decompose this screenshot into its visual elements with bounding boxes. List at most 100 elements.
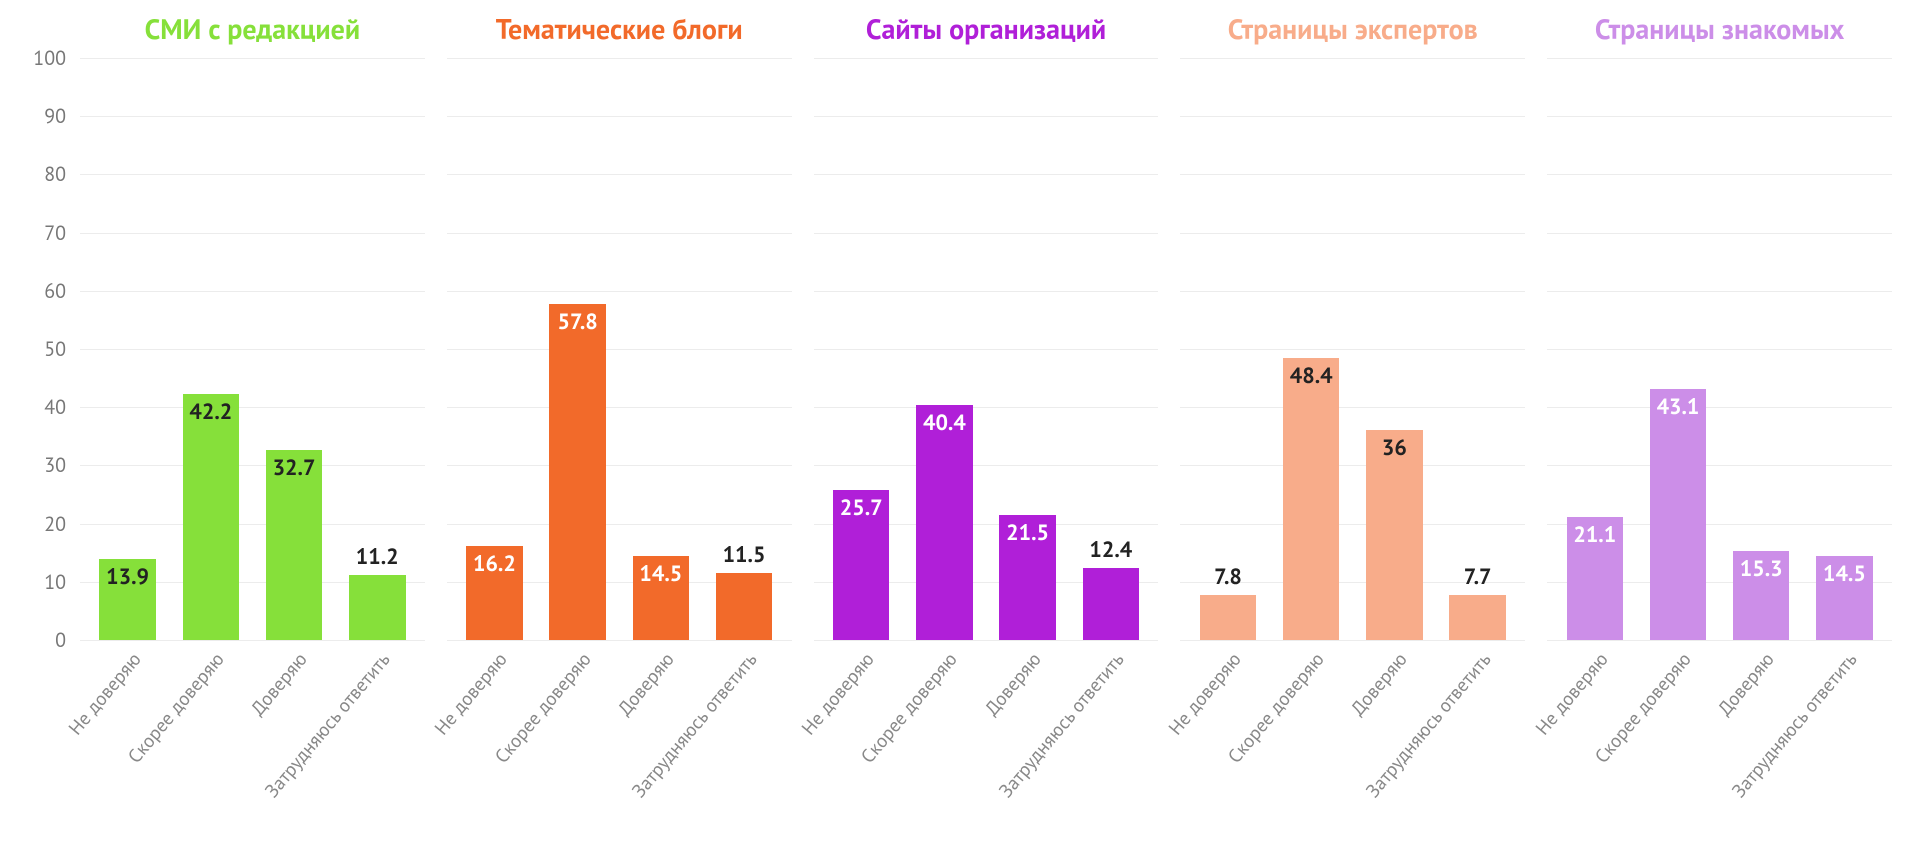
x-label-slot: Скорее доверяю bbox=[1636, 640, 1719, 850]
x-label-slot: Затрудняюсь ответить bbox=[1069, 640, 1152, 850]
y-tick-label: 50 bbox=[6, 336, 66, 362]
bar-value-label: 13.9 bbox=[106, 563, 149, 591]
panel-title: Тематические блоги bbox=[447, 0, 792, 58]
bar-value-label: 42.2 bbox=[189, 398, 232, 426]
bar-value-label: 11.2 bbox=[356, 543, 399, 571]
bar-value-label: 7.8 bbox=[1214, 563, 1242, 591]
x-labels-panel: Не доверяюСкорее доверяюДоверяюЗатрудняю… bbox=[1547, 640, 1892, 850]
chart-panel: Страницы знакомых 21.1 43.1 15.3 14.5 bbox=[1547, 0, 1892, 640]
bar: 11.5 bbox=[716, 573, 773, 640]
bar-slot: 32.7 bbox=[252, 58, 335, 640]
bar-slot: 43.1 bbox=[1636, 58, 1719, 640]
chart-panel: Тематические блоги 16.2 57.8 14.5 11.5 bbox=[447, 0, 792, 640]
bar-value-label: 36 bbox=[1382, 434, 1407, 462]
bar: 14.5 bbox=[633, 556, 690, 640]
bar-slot: 11.5 bbox=[702, 58, 785, 640]
plot: 7.8 48.4 36 7.7 bbox=[1180, 58, 1525, 640]
x-labels-panel: Не доверяюСкорее доверяюДоверяюЗатрудняю… bbox=[814, 640, 1159, 850]
bars-container: 13.9 42.2 32.7 11.2 bbox=[80, 58, 425, 640]
plot-area: 7.8 48.4 36 7.7 bbox=[1180, 58, 1525, 640]
bar-value-label: 11.5 bbox=[723, 541, 766, 569]
bars-container: 7.8 48.4 36 7.7 bbox=[1180, 58, 1525, 640]
chart-panel: Страницы экспертов 7.8 48.4 36 7.7 bbox=[1180, 0, 1525, 640]
chart-panel: Сайты организаций25.740.421.512.4 bbox=[814, 0, 1159, 640]
y-tick-label: 80 bbox=[6, 161, 66, 187]
bar-slot: 14.5 bbox=[619, 58, 702, 640]
x-category-label: Доверяю bbox=[1346, 648, 1412, 721]
y-tick-label: 0 bbox=[6, 627, 66, 653]
bar-value-label: 21.1 bbox=[1573, 521, 1616, 549]
panel-title: Страницы экспертов bbox=[1180, 0, 1525, 58]
y-tick-label: 60 bbox=[6, 278, 66, 304]
bar-slot: 7.8 bbox=[1186, 58, 1269, 640]
bar: 15.3 bbox=[1733, 551, 1790, 640]
x-label-slot: Затрудняюсь ответить bbox=[1436, 640, 1519, 850]
bar: 13.9 bbox=[99, 559, 156, 640]
bar: 57.8 bbox=[549, 304, 606, 640]
bar-slot: 15.3 bbox=[1720, 58, 1803, 640]
x-label-slot: Скорее доверяю bbox=[169, 640, 252, 850]
bar-slot: 16.2 bbox=[453, 58, 536, 640]
bar-slot: 40.4 bbox=[903, 58, 986, 640]
panel-title: Страницы знакомых bbox=[1547, 0, 1892, 58]
bar: 48.4 bbox=[1283, 358, 1340, 640]
y-tick-label: 20 bbox=[6, 511, 66, 537]
bar-slot: 48.4 bbox=[1270, 58, 1353, 640]
bar-value-label: 21.5 bbox=[1006, 519, 1049, 547]
bar-slot: 36 bbox=[1353, 58, 1436, 640]
plot-area: 16.2 57.8 14.5 11.5 bbox=[447, 58, 792, 640]
bar-slot: 13.9 bbox=[86, 58, 169, 640]
chart-panel: СМИ с редакцией 13.9 42.2 32.7 11.2 bbox=[80, 0, 425, 640]
y-tick-label: 30 bbox=[6, 452, 66, 478]
bar-slot: 21.1 bbox=[1553, 58, 1636, 640]
x-labels-panel: Не доверяюСкорее доверяюДоверяюЗатрудняю… bbox=[447, 640, 792, 850]
bar: 32.7 bbox=[266, 450, 323, 640]
panel-title: СМИ с редакцией bbox=[80, 0, 425, 58]
x-category-label: Не доверяю bbox=[430, 648, 513, 740]
bar: 12.4 bbox=[1083, 568, 1140, 640]
x-label-slot: Затрудняюсь ответить bbox=[336, 640, 419, 850]
bar: 11.2 bbox=[349, 575, 406, 640]
bar-value-label: 40.4 bbox=[923, 409, 966, 437]
y-tick-label: 90 bbox=[6, 103, 66, 129]
y-tick-label: 10 bbox=[6, 569, 66, 595]
bar-slot: 25.7 bbox=[820, 58, 903, 640]
bar-value-label: 16.2 bbox=[473, 550, 516, 578]
plot: 21.1 43.1 15.3 14.5 bbox=[1547, 58, 1892, 640]
bar: 21.5 bbox=[999, 515, 1056, 640]
x-axis-labels-row: Не доверяюСкорее доверяюДоверяюЗатрудняю… bbox=[80, 640, 1892, 850]
x-label-slot: Затрудняюсь ответить bbox=[1803, 640, 1886, 850]
bar-value-label: 43.1 bbox=[1657, 393, 1700, 421]
plot: 16.2 57.8 14.5 11.5 bbox=[447, 58, 792, 640]
y-tick-label: 70 bbox=[6, 220, 66, 246]
bar: 25.7 bbox=[833, 490, 890, 640]
bar: 40.4 bbox=[916, 405, 973, 640]
x-category-label: Не доверяю bbox=[1530, 648, 1613, 740]
bar-slot: 7.7 bbox=[1436, 58, 1519, 640]
y-tick-label: 40 bbox=[6, 394, 66, 420]
plot-area: 13.9 42.2 32.7 11.2 bbox=[80, 58, 425, 640]
y-tick-label: 100 bbox=[6, 45, 66, 71]
bar-value-label: 14.5 bbox=[1823, 560, 1866, 588]
bar-value-label: 48.4 bbox=[1290, 362, 1333, 390]
bar-value-label: 12.4 bbox=[1089, 536, 1132, 564]
x-label-slot: Затрудняюсь ответить bbox=[702, 640, 785, 850]
x-label-slot: Скорее доверяю bbox=[536, 640, 619, 850]
x-labels-panel: Не доверяюСкорее доверяюДоверяюЗатрудняю… bbox=[80, 640, 425, 850]
panels-row: СМИ с редакцией 13.9 42.2 32.7 11.2 Тематичес… bbox=[80, 0, 1892, 640]
bars-container: 21.1 43.1 15.3 14.5 bbox=[1547, 58, 1892, 640]
x-category-label: Не доверяю bbox=[797, 648, 880, 740]
bar-slot: 12.4 bbox=[1069, 58, 1152, 640]
bars-container: 16.2 57.8 14.5 11.5 bbox=[447, 58, 792, 640]
bar-value-label: 15.3 bbox=[1740, 555, 1783, 583]
x-category-label: Не доверяю bbox=[1164, 648, 1247, 740]
plot: 13.9 42.2 32.7 11.2 bbox=[80, 58, 425, 640]
plot: 25.7 40.4 21.5 12.4 bbox=[814, 58, 1159, 640]
bar-slot: 11.2 bbox=[336, 58, 419, 640]
x-label-slot: Скорее доверяю bbox=[1270, 640, 1353, 850]
bar: 7.7 bbox=[1449, 595, 1506, 640]
bar-value-label: 57.8 bbox=[557, 308, 597, 336]
trust-small-multiples-chart: 0102030405060708090100 СМИ с редакцией13… bbox=[0, 0, 1912, 859]
bar-value-label: 7.7 bbox=[1464, 563, 1492, 591]
x-labels-panel: Не доверяюСкорее доверяюДоверяюЗатрудняю… bbox=[1180, 640, 1525, 850]
